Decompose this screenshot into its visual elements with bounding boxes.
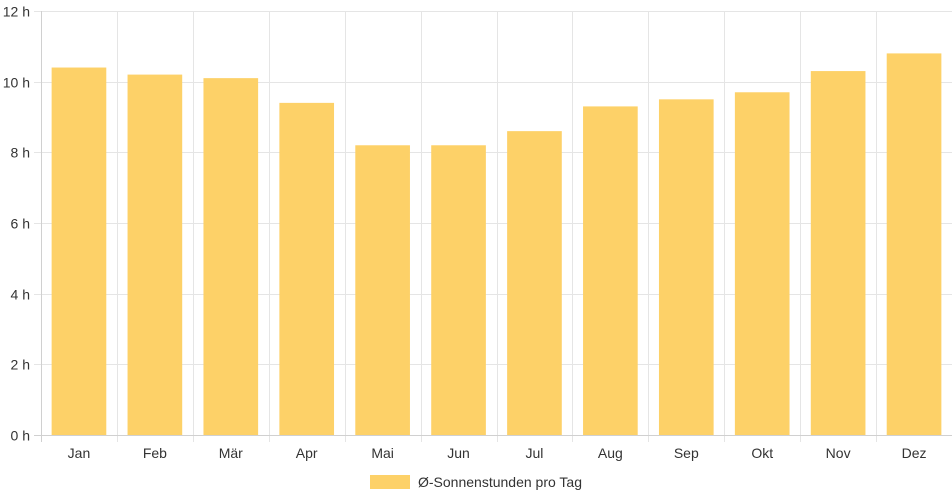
legend-swatch [370,475,410,489]
x-tick-label: Apr [296,445,318,461]
grid-lines [34,11,952,442]
legend-label: Ø-Sonnenstunden pro Tag [418,474,582,490]
y-tick-label: 2 h [11,357,30,373]
bar[interactable] [431,145,486,435]
bar[interactable] [734,92,790,436]
y-tick-label: 6 h [11,216,30,232]
y-tick-label: 8 h [11,145,30,161]
bar[interactable] [203,78,259,435]
bar[interactable] [279,102,335,435]
bar[interactable] [583,106,638,436]
bar[interactable] [658,99,714,435]
x-axis-ticks: Jan Feb Mär Apr Mai Jun Jul Aug Sep Okt Nov Dez [68,445,927,461]
x-tick-label: Jul [526,445,544,461]
y-tick-label: 4 h [11,287,30,303]
x-tick-label: Okt [751,445,773,461]
axes [34,11,952,442]
y-axis-ticks: 0 h 2 h 4 h 6 h 8 h 10 h 12 h [3,4,30,444]
x-tick-label: Mai [371,445,394,461]
x-tick-label: Jan [68,445,91,461]
x-tick-label: Sep [674,445,699,461]
x-tick-label: Mär [219,445,243,461]
legend[interactable]: Ø-Sonnenstunden pro Tag [370,474,582,490]
y-tick-label: 12 h [3,4,30,20]
x-tick-label: Aug [598,445,623,461]
bar[interactable] [127,74,183,435]
y-tick-label: 0 h [11,428,30,444]
bar[interactable] [51,67,107,436]
bars [51,53,942,436]
bar[interactable] [355,145,410,435]
y-tick-label: 10 h [3,75,30,91]
bar[interactable] [507,131,562,435]
bar[interactable] [886,53,942,436]
bar[interactable] [810,71,866,436]
x-tick-label: Nov [826,445,851,461]
x-tick-label: Jun [447,445,470,461]
x-tick-label: Feb [143,445,167,461]
x-tick-label: Dez [902,445,927,461]
